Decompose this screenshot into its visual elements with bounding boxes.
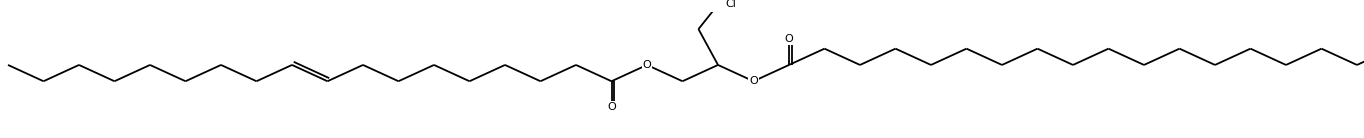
Text: Cl: Cl <box>726 0 735 9</box>
Text: O: O <box>642 60 652 70</box>
Text: O: O <box>607 102 617 112</box>
Text: O: O <box>749 76 758 86</box>
Text: O: O <box>784 34 794 44</box>
